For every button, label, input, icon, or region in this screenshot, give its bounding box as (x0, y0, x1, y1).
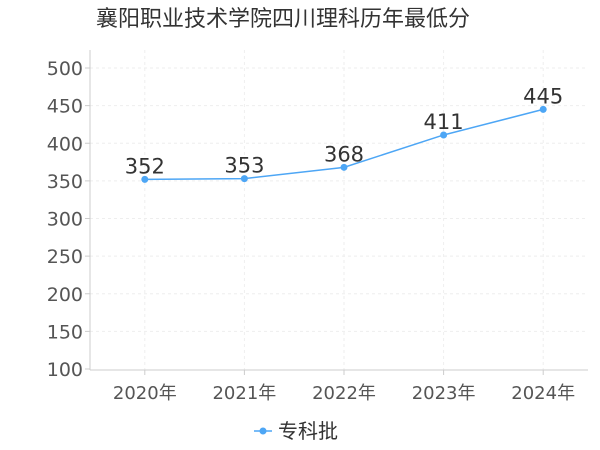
x-tick-label: 2021年 (212, 383, 276, 404)
y-tick-label: 500 (47, 58, 83, 80)
chart-title: 襄阳职业技术学院四川理科历年最低分 (96, 7, 470, 32)
y-tick-label: 300 (47, 209, 83, 231)
data-label: 445 (523, 84, 563, 108)
y-tick-label: 200 (47, 284, 83, 306)
data-point[interactable] (539, 105, 547, 113)
legend-series-marker-icon (259, 427, 267, 435)
data-point[interactable] (440, 131, 448, 139)
data-point[interactable] (141, 175, 149, 183)
y-tick-label: 450 (47, 96, 83, 118)
data-label: 368 (324, 142, 364, 166)
data-label: 411 (424, 110, 464, 134)
y-tick-label: 350 (47, 171, 83, 193)
x-tick-label: 2023年 (412, 383, 476, 404)
data-label: 352 (125, 154, 165, 178)
x-axis-ticks: 2020年 2021年 2022年 2023年 2024年 (113, 370, 575, 404)
y-tick-label: 250 (47, 246, 83, 268)
x-tick-label: 2022年 (312, 383, 376, 404)
data-point[interactable] (240, 175, 248, 183)
y-axis-ticks: 100 150 200 250 300 350 400 450 500 (47, 58, 90, 381)
series-layer: 352 353 368 411 445 (125, 84, 563, 183)
data-point[interactable] (340, 163, 348, 171)
x-tick-label: 2020年 (113, 383, 177, 404)
data-label: 353 (224, 154, 264, 178)
y-tick-label: 100 (47, 359, 83, 381)
legend-series-label: 专科批 (278, 419, 338, 443)
y-tick-label: 150 (47, 321, 83, 343)
legend[interactable]: 专科批 (254, 419, 338, 443)
y-tick-label: 400 (47, 133, 83, 155)
x-tick-label: 2024年 (511, 383, 575, 404)
grid-lines (90, 50, 588, 370)
